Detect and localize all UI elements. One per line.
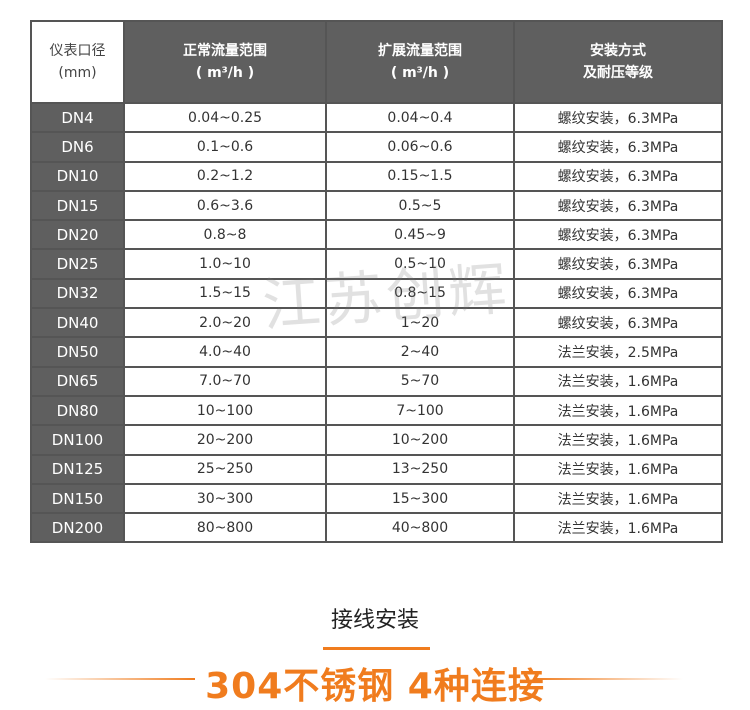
table-cell: 10~100 bbox=[123, 394, 327, 427]
table-cell: DN6 bbox=[30, 131, 125, 163]
table-cell: 螺纹安装，6.3MPa bbox=[513, 101, 723, 134]
table-cell: DN15 bbox=[30, 189, 125, 222]
table-cell: 法兰安装，1.6MPa bbox=[513, 424, 723, 456]
table-row: DN125 25~250 13~250 法兰安装，1.6MPa bbox=[30, 453, 723, 485]
table-row: DN200 80~800 40~800 法兰安装，1.6MPa bbox=[30, 512, 723, 544]
table-cell: 0.8~8 bbox=[123, 219, 327, 251]
table-cell: 法兰安装，1.6MPa bbox=[513, 453, 723, 485]
table-cell: 2~40 bbox=[325, 336, 515, 368]
table-cell: DN4 bbox=[30, 101, 125, 134]
table-cell: 13~250 bbox=[325, 453, 515, 485]
spec-table: 仪表口径 (mm) 正常流量范围 ( m³/h ) 扩展流量范围 ( m³/h ) 安装方式… bbox=[30, 20, 723, 544]
table-cell: DN32 bbox=[30, 277, 125, 310]
table-cell: DN40 bbox=[30, 307, 125, 339]
table-cell: 30~300 bbox=[123, 482, 327, 515]
header-line: 安装方式 bbox=[590, 43, 646, 59]
table-cell: DN100 bbox=[30, 424, 125, 456]
table-row: DN100 20~200 10~200 法兰安装，1.6MPa bbox=[30, 424, 723, 456]
table-cell: 40~800 bbox=[325, 512, 515, 544]
column-header: 正常流量范围 ( m³/h ) bbox=[123, 20, 327, 104]
table-cell: 0.5~5 bbox=[325, 189, 515, 222]
table-row: DN15 0.6~3.6 0.5~5 螺纹安装，6.3MPa bbox=[30, 189, 723, 222]
table-cell: DN65 bbox=[30, 365, 125, 397]
decor-line-right bbox=[533, 678, 683, 680]
table-cell: 0.2~1.2 bbox=[123, 160, 327, 192]
header-line: ( m³/h ) bbox=[195, 65, 255, 81]
table-row: DN20 0.8~8 0.45~9 螺纹安装，6.3MPa bbox=[30, 219, 723, 251]
table-cell: 法兰安装，2.5MPa bbox=[513, 336, 723, 368]
table-cell: 20~200 bbox=[123, 424, 327, 456]
table-cell: 7.0~70 bbox=[123, 365, 327, 397]
table-row: DN65 7.0~70 5~70 法兰安装，1.6MPa bbox=[30, 365, 723, 397]
table-cell: 0.5~10 bbox=[325, 248, 515, 280]
table-cell: 0.06~0.6 bbox=[325, 131, 515, 163]
table-cell: 7~100 bbox=[325, 394, 515, 427]
header-line: 正常流量范围 bbox=[183, 43, 267, 59]
table-cell: 螺纹安装，6.3MPa bbox=[513, 277, 723, 310]
header-line: 扩展流量范围 bbox=[378, 43, 462, 59]
table-cell: 法兰安装，1.6MPa bbox=[513, 482, 723, 515]
accent-bar bbox=[323, 647, 430, 650]
table-cell: 0.04~0.25 bbox=[123, 101, 327, 134]
table-cell: 80~800 bbox=[123, 512, 327, 544]
table-cell: 0.8~15 bbox=[325, 277, 515, 310]
table-cell: 0.1~0.6 bbox=[123, 131, 327, 163]
header-line: (mm) bbox=[58, 65, 97, 81]
table-cell: DN10 bbox=[30, 160, 125, 192]
table-cell: 0.04~0.4 bbox=[325, 101, 515, 134]
table-cell: 螺纹安装，6.3MPa bbox=[513, 160, 723, 192]
header-line: 及耐压等级 bbox=[583, 65, 653, 81]
table-cell: DN80 bbox=[30, 394, 125, 427]
table-cell: 螺纹安装，6.3MPa bbox=[513, 219, 723, 251]
header-line: ( m³/h ) bbox=[390, 65, 450, 81]
table-row: DN32 1.5~15 0.8~15 螺纹安装，6.3MPa bbox=[30, 277, 723, 310]
table-row: DN150 30~300 15~300 法兰安装，1.6MPa bbox=[30, 482, 723, 515]
table-row: DN50 4.0~40 2~40 法兰安装，2.5MPa bbox=[30, 336, 723, 368]
table-cell: DN200 bbox=[30, 512, 125, 544]
table-cell: 5~70 bbox=[325, 365, 515, 397]
table-cell: 法兰安装，1.6MPa bbox=[513, 365, 723, 397]
table-cell: 0.6~3.6 bbox=[123, 189, 327, 222]
table-row: DN4 0.04~0.25 0.04~0.4 螺纹安装，6.3MPa bbox=[30, 101, 723, 134]
column-header: 仪表口径 (mm) bbox=[30, 20, 125, 104]
table-cell: DN20 bbox=[30, 219, 125, 251]
table-cell: DN25 bbox=[30, 248, 125, 280]
table-cell: 1.5~15 bbox=[123, 277, 327, 310]
section-title: 304不锈钢 4种连接 bbox=[205, 666, 545, 707]
table-cell: 1.0~10 bbox=[123, 248, 327, 280]
column-header: 安装方式 及耐压等级 bbox=[513, 20, 723, 104]
table-cell: 螺纹安装，6.3MPa bbox=[513, 307, 723, 339]
table-cell: DN150 bbox=[30, 482, 125, 515]
table-row: DN80 10~100 7~100 法兰安装，1.6MPa bbox=[30, 394, 723, 427]
header-row: 仪表口径 (mm) 正常流量范围 ( m³/h ) 扩展流量范围 ( m³/h ) 安装方式… bbox=[30, 20, 723, 104]
table-cell: 2.0~20 bbox=[123, 307, 327, 339]
table-cell: 0.15~1.5 bbox=[325, 160, 515, 192]
table-cell: 15~300 bbox=[325, 482, 515, 515]
table-cell: 1~20 bbox=[325, 307, 515, 339]
table-cell: 25~250 bbox=[123, 453, 327, 485]
table-cell: DN125 bbox=[30, 453, 125, 485]
table-cell: 螺纹安装，6.3MPa bbox=[513, 131, 723, 163]
table-cell: 4.0~40 bbox=[123, 336, 327, 368]
header-line: 仪表口径 bbox=[49, 43, 106, 59]
decor-line-left bbox=[45, 678, 195, 680]
table-row: DN40 2.0~20 1~20 螺纹安装，6.3MPa bbox=[30, 307, 723, 339]
table-cell: 法兰安装，1.6MPa bbox=[513, 512, 723, 544]
column-header: 扩展流量范围 ( m³/h ) bbox=[325, 20, 515, 104]
table-cell: 螺纹安装，6.3MPa bbox=[513, 189, 723, 222]
table-row: DN25 1.0~10 0.5~10 螺纹安装，6.3MPa bbox=[30, 248, 723, 280]
table-row: DN6 0.1~0.6 0.06~0.6 螺纹安装，6.3MPa bbox=[30, 131, 723, 163]
table-cell: 螺纹安装，6.3MPa bbox=[513, 248, 723, 280]
section-subtitle: 接线安装 bbox=[330, 608, 419, 633]
table-cell: DN50 bbox=[30, 336, 125, 368]
table-cell: 法兰安装，1.6MPa bbox=[513, 394, 723, 427]
table-row: DN10 0.2~1.2 0.15~1.5 螺纹安装，6.3MPa bbox=[30, 160, 723, 192]
table-cell: 0.45~9 bbox=[325, 219, 515, 251]
table-cell: 10~200 bbox=[325, 424, 515, 456]
